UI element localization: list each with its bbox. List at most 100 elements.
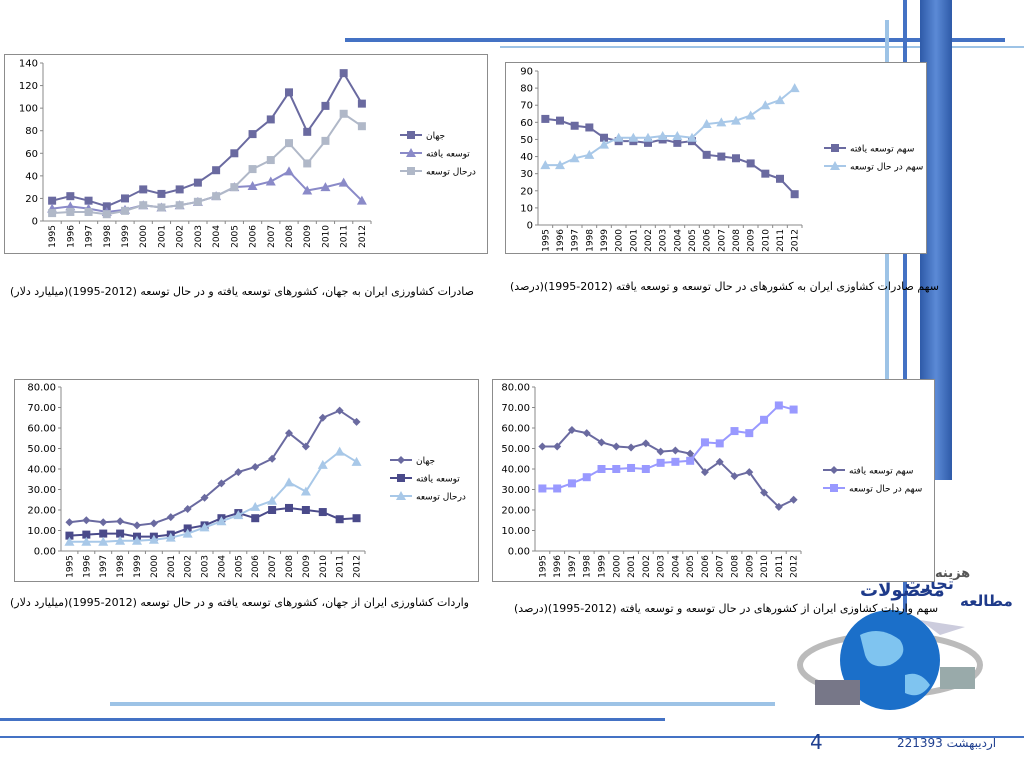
data-point bbox=[641, 439, 650, 448]
y-tick-label: 120 bbox=[19, 81, 38, 92]
series-line bbox=[52, 112, 363, 216]
y-tick-label: 80.00 bbox=[27, 383, 56, 394]
data-point bbox=[702, 150, 711, 159]
data-point bbox=[597, 438, 606, 447]
x-tick-label: 2011 bbox=[336, 555, 346, 578]
x-tick-label: 2002 bbox=[642, 555, 652, 578]
data-point bbox=[48, 196, 57, 205]
data-point bbox=[717, 152, 726, 161]
data-point bbox=[600, 133, 608, 142]
data-point bbox=[686, 449, 695, 458]
x-tick-label: 2001 bbox=[627, 555, 637, 578]
data-point bbox=[199, 522, 210, 532]
vertical-line-2 bbox=[903, 0, 907, 700]
y-tick-label: 50.00 bbox=[27, 444, 56, 455]
data-point bbox=[745, 468, 754, 477]
x-tick-label: 2006 bbox=[703, 229, 713, 252]
data-point bbox=[183, 524, 192, 533]
data-point bbox=[157, 189, 166, 198]
data-point bbox=[745, 110, 756, 120]
data-point bbox=[247, 181, 258, 191]
data-point bbox=[335, 406, 344, 415]
x-tick-label: 2000 bbox=[615, 229, 625, 252]
data-point bbox=[175, 185, 184, 194]
data-point bbox=[569, 153, 580, 163]
data-point bbox=[582, 473, 591, 482]
y-tick-label: 0.00 bbox=[34, 547, 56, 558]
y-tick-label: 60.00 bbox=[501, 424, 530, 435]
data-point bbox=[672, 131, 683, 141]
data-point bbox=[284, 477, 294, 487]
y-tick-label: 0 bbox=[527, 221, 533, 232]
plane-icon bbox=[920, 620, 965, 635]
data-point bbox=[776, 174, 784, 183]
x-tick-label: 2010 bbox=[319, 555, 329, 578]
x-tick-label: 2011 bbox=[775, 555, 785, 578]
x-tick-label: 1996 bbox=[556, 229, 566, 252]
data-point bbox=[116, 529, 125, 538]
data-point bbox=[182, 528, 193, 538]
footer-date: 22اردیبهشت 1393 bbox=[897, 736, 997, 750]
chart-1-svg: 0 20 40 60 80 100 120 140 1995 1996 1997 1998 1999 20… bbox=[19, 59, 476, 248]
x-tick-label: 1997 bbox=[568, 555, 578, 578]
data-point bbox=[66, 192, 75, 201]
caption-chart-4: سهم واردات کشاوزی ایران از کشورهای در حا… bbox=[514, 602, 939, 615]
data-point bbox=[116, 517, 125, 526]
data-point bbox=[538, 442, 547, 451]
data-point bbox=[339, 69, 348, 78]
data-point bbox=[357, 122, 366, 131]
y-tick-label: 20.00 bbox=[501, 506, 530, 517]
data-point bbox=[746, 159, 755, 168]
y-tick-label: 50.00 bbox=[501, 444, 530, 455]
data-point bbox=[599, 139, 609, 149]
data-point bbox=[334, 446, 345, 456]
x-tick-label: 2001 bbox=[629, 229, 639, 252]
data-point bbox=[285, 139, 293, 148]
y-tick-label: 80 bbox=[25, 126, 38, 137]
data-point bbox=[555, 160, 565, 170]
x-tick-label: 2009 bbox=[302, 555, 312, 578]
legend-marker bbox=[830, 466, 838, 474]
series-line bbox=[69, 409, 358, 527]
data-point bbox=[212, 166, 221, 175]
series-line bbox=[69, 450, 358, 543]
data-point bbox=[745, 429, 754, 438]
factory-icon bbox=[815, 680, 860, 705]
x-tick-label: 2011 bbox=[340, 225, 350, 248]
data-point bbox=[139, 201, 148, 210]
x-tick-label: 1996 bbox=[82, 555, 92, 578]
x-tick-label: 2003 bbox=[201, 555, 211, 578]
x-tick-label: 1995 bbox=[538, 555, 548, 578]
chart-panel-4: 0.00 10.00 20.00 30.00 40.00 50.00 60.00 70.00 8… bbox=[492, 379, 935, 582]
data-point bbox=[567, 426, 576, 435]
legend-marker bbox=[830, 484, 838, 492]
data-point bbox=[98, 536, 109, 546]
data-point bbox=[230, 183, 239, 192]
data-point bbox=[166, 513, 175, 522]
data-point bbox=[612, 465, 621, 473]
legend-label: درحال توسعه bbox=[416, 493, 466, 503]
chart-2-svg: 0 10 20 30 40 50 60 70 80 90 1995 1996 1997 1998 1999 2… bbox=[520, 67, 923, 252]
data-point bbox=[789, 83, 800, 93]
y-tick-label: 0.00 bbox=[508, 547, 530, 558]
data-point bbox=[284, 166, 294, 176]
data-point bbox=[65, 518, 74, 527]
data-point bbox=[760, 415, 769, 424]
data-point bbox=[318, 508, 327, 517]
data-point bbox=[570, 121, 579, 130]
data-point bbox=[148, 534, 159, 544]
x-tick-label: 1998 bbox=[116, 555, 126, 578]
data-point bbox=[351, 456, 362, 466]
data-point bbox=[715, 439, 724, 448]
y-tick-label: 0 bbox=[32, 217, 38, 228]
x-tick-label: 1995 bbox=[65, 555, 75, 578]
legend-label: درحال توسعه bbox=[426, 168, 476, 178]
legend-label: سهم در حال توسعه bbox=[849, 485, 922, 495]
caption-chart-2: سهم صادرات کشاوزی ایران به کشورهای در حا… bbox=[510, 280, 939, 293]
x-tick-label: 2001 bbox=[157, 225, 167, 248]
data-point bbox=[628, 132, 639, 142]
data-point bbox=[732, 154, 740, 163]
data-point bbox=[102, 210, 111, 219]
data-point bbox=[715, 457, 724, 466]
x-tick-label: 2009 bbox=[747, 229, 757, 252]
